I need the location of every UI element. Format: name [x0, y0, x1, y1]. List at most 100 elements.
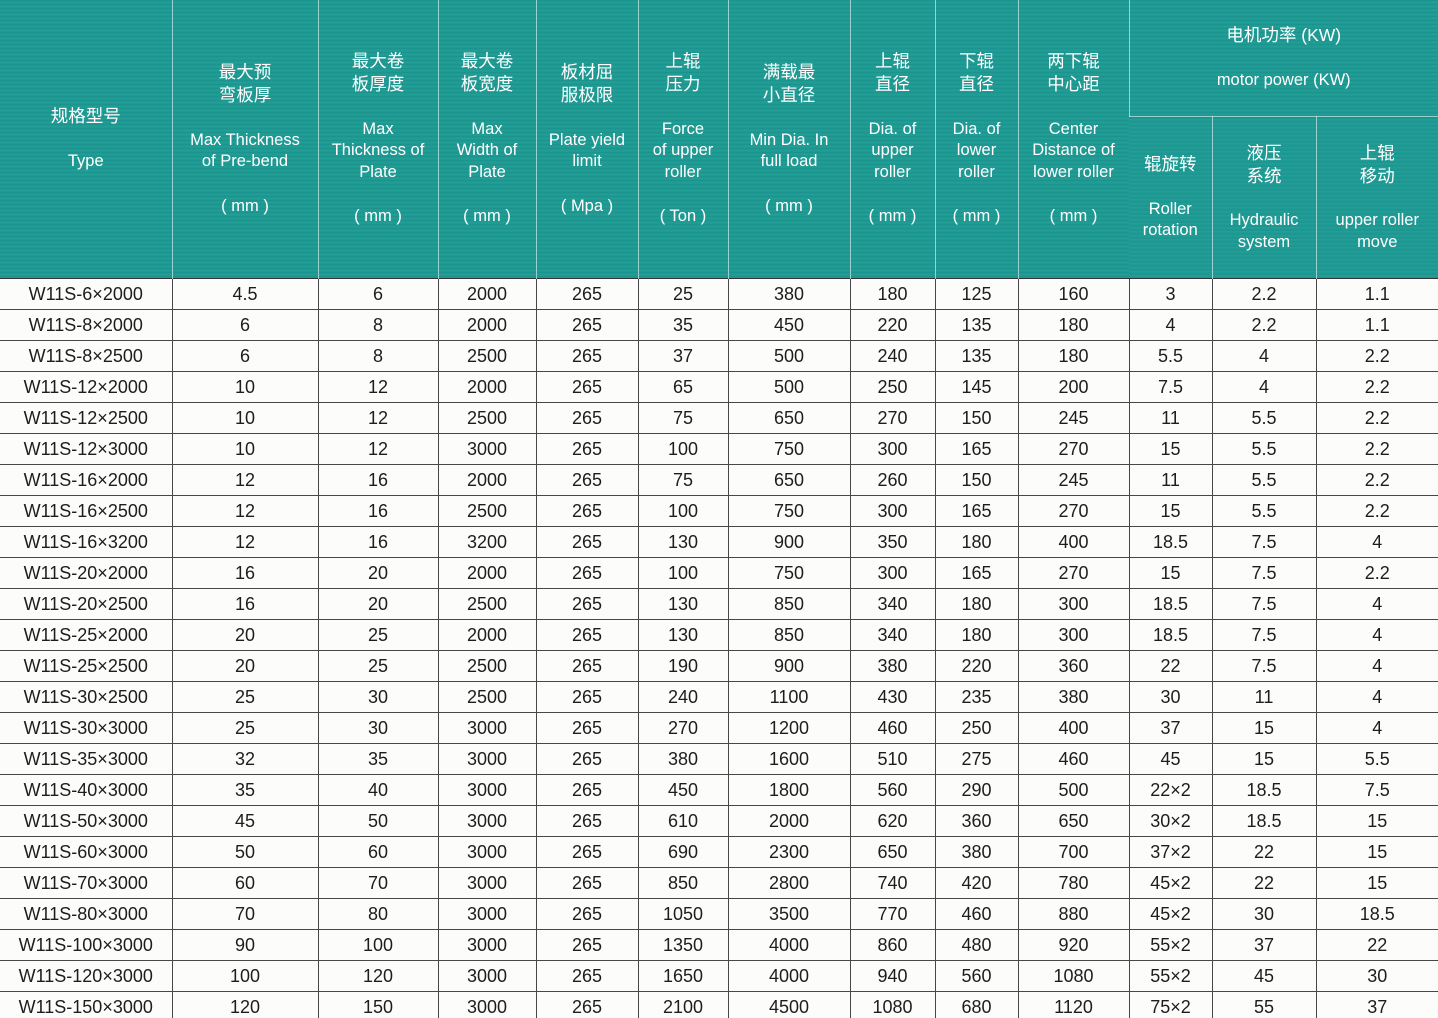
spec-value-cell: 265	[535, 991, 638, 1018]
spec-value-cell: 90	[171, 929, 318, 961]
col-header-unit: ( mm )	[354, 207, 402, 226]
col-header-upper-roller-dia: 上辊 直径 Dia. of upper roller ( mm )	[849, 0, 935, 279]
spec-value-cell: 265	[535, 340, 638, 372]
spec-value-cell: 22	[1128, 650, 1212, 682]
spec-value-cell: 300	[849, 433, 935, 465]
spec-value-cell: 45	[171, 805, 318, 837]
spec-value-cell: 6	[317, 278, 438, 310]
spec-value-cell: 7.5	[1211, 650, 1316, 682]
spec-value-cell: 16	[317, 464, 438, 496]
spec-value-cell: 32	[171, 743, 318, 775]
spec-value-cell: 265	[535, 960, 638, 992]
spec-value-cell: 75	[637, 402, 728, 434]
spec-value-cell: 5.5	[1315, 743, 1438, 775]
spec-value-cell: 180	[1017, 309, 1129, 341]
col-header-unit: ( mm )	[1049, 207, 1098, 226]
spec-value-cell: 265	[535, 371, 638, 403]
spec-value-cell: 560	[849, 774, 935, 806]
spec-value-cell: 460	[849, 712, 935, 744]
spec-value-cell: 45×2	[1128, 867, 1212, 899]
spec-value-cell: 35	[637, 309, 728, 341]
col-header-en: Type	[67, 151, 104, 170]
spec-value-cell: 165	[934, 557, 1018, 589]
spec-value-cell: 1.1	[1315, 278, 1438, 310]
col-header-zh: 电机功率 (KW)	[1226, 25, 1342, 46]
col-header-lower-roller-center-distance: 两下辊 中心距 Center Distance of lower roller …	[1017, 0, 1129, 279]
col-header-en: Dia. of lower roller	[952, 119, 1001, 182]
spec-value-cell: 265	[535, 650, 638, 682]
col-header-zh: 满载最 小直径	[762, 61, 816, 106]
spec-value-cell: 380	[637, 743, 728, 775]
spec-value-cell: 265	[535, 526, 638, 558]
spec-value-cell: 15	[1315, 836, 1438, 868]
spec-value-cell: 250	[934, 712, 1018, 744]
spec-value-cell: 2000	[437, 619, 536, 651]
spec-value-cell: 2000	[437, 557, 536, 589]
model-type-cell: W11S-80×3000	[0, 898, 172, 930]
col-header-type: 规格型号 Type	[0, 0, 172, 279]
spec-value-cell: 1080	[1017, 960, 1129, 992]
spec-value-cell: 8	[317, 340, 438, 372]
spec-value-cell: 900	[727, 650, 850, 682]
spec-value-cell: 340	[849, 619, 935, 651]
spec-value-cell: 1080	[849, 991, 935, 1018]
spec-value-cell: 265	[535, 402, 638, 434]
spec-value-cell: 20	[317, 557, 438, 589]
model-type-cell: W11S-100×3000	[0, 929, 172, 961]
spec-value-cell: 650	[1017, 805, 1129, 837]
spec-value-cell: 420	[934, 867, 1018, 899]
spec-value-cell: 2000	[437, 309, 536, 341]
spec-value-cell: 22	[1211, 867, 1316, 899]
spec-value-cell: 50	[171, 836, 318, 868]
spec-value-cell: 265	[535, 929, 638, 961]
spec-value-cell: 7.5	[1211, 526, 1316, 558]
spec-value-cell: 12	[171, 464, 318, 496]
col-header-max-plate-width: 最大卷 板宽度 Max Width of Plate ( mm )	[437, 0, 536, 279]
col-header-en: motor power (KW)	[1216, 70, 1351, 89]
spec-value-cell: 860	[849, 929, 935, 961]
spec-value-cell: 3200	[437, 526, 536, 558]
spec-value-cell: 265	[535, 681, 638, 713]
spec-value-cell: 270	[849, 402, 935, 434]
spec-value-cell: 300	[1017, 619, 1129, 651]
spec-value-cell: 15	[1128, 433, 1212, 465]
col-header-motor-power-group: 电机功率 (KW) motor power (KW)	[1128, 0, 1438, 118]
model-type-cell: W11S-20×2500	[0, 588, 172, 620]
spec-value-cell: 3000	[437, 433, 536, 465]
header-row-bottom: 辊旋转 Roller rotation 液压 系统 Hydraulic syst…	[0, 116, 1438, 279]
spec-value-cell: 275	[934, 743, 1018, 775]
spec-value-cell: 180	[934, 588, 1018, 620]
spec-value-cell: 560	[934, 960, 1018, 992]
model-type-cell: W11S-12×3000	[0, 433, 172, 465]
spec-value-cell: 18.5	[1211, 805, 1316, 837]
spec-value-cell: 2800	[727, 867, 850, 899]
col-header-zh: 最大卷 板厚度	[351, 51, 405, 95]
spec-value-cell: 145	[934, 371, 1018, 403]
spec-table-header: 规格型号 Type 最大预 弯板厚 Max Thickness of Pre-b…	[0, 0, 1438, 279]
spec-value-cell: 5.5	[1211, 433, 1316, 465]
col-header-zh: 液压 系统	[1246, 142, 1282, 186]
spec-value-cell: 1.1	[1315, 309, 1438, 341]
model-type-cell: W11S-12×2500	[0, 402, 172, 434]
spec-value-cell: 450	[727, 309, 850, 341]
spec-value-cell: 2000	[437, 278, 536, 310]
spec-value-cell: 240	[849, 340, 935, 372]
spec-value-cell: 11	[1211, 681, 1316, 713]
spec-value-cell: 100	[317, 929, 438, 961]
spec-value-cell: 2.2	[1315, 340, 1438, 372]
spec-value-cell: 2.2	[1315, 557, 1438, 589]
spec-value-cell: 265	[535, 278, 638, 310]
spec-value-cell: 300	[1017, 588, 1129, 620]
spec-value-cell: 380	[727, 278, 850, 310]
spec-value-cell: 4	[1315, 712, 1438, 744]
spec-value-cell: 25	[637, 278, 728, 310]
spec-value-cell: 780	[1017, 867, 1129, 899]
spec-value-cell: 2500	[437, 650, 536, 682]
spec-value-cell: 2.2	[1211, 309, 1316, 341]
spec-value-cell: 20	[171, 619, 318, 651]
spec-value-cell: 2.2	[1315, 433, 1438, 465]
spec-value-cell: 4000	[727, 960, 850, 992]
table-row: W11S-25×2000 20 25 2000 265 130 850 340 180 300 18…	[0, 619, 1438, 651]
model-type-cell: W11S-60×3000	[0, 836, 172, 868]
col-header-en: Force of upper roller	[652, 119, 714, 182]
